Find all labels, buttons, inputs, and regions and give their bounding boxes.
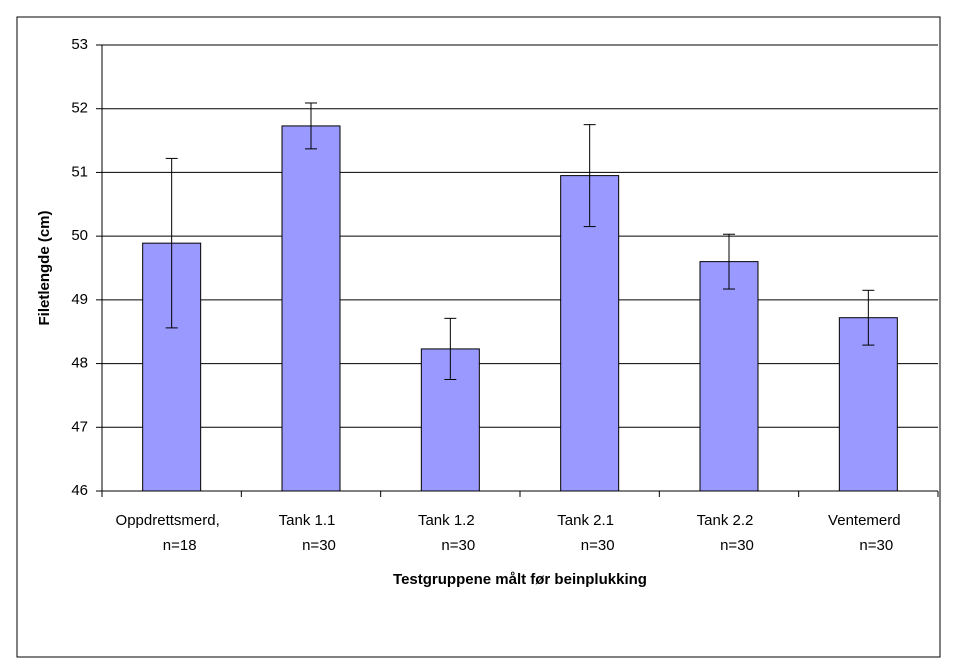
y-tick-label: 49 bbox=[71, 291, 88, 308]
bar bbox=[281, 125, 341, 492]
error-bar bbox=[583, 124, 596, 228]
x-tick-label: Oppdrettsmerd, bbox=[116, 512, 220, 529]
error-bar bbox=[305, 102, 317, 150]
error-bar bbox=[444, 317, 457, 380]
y-tick-label: 47 bbox=[71, 418, 88, 435]
x-tick-label: n=18 bbox=[163, 537, 197, 554]
bar bbox=[838, 317, 898, 492]
error-bar bbox=[723, 233, 735, 290]
error-bar bbox=[165, 157, 178, 329]
x-tick-label: n=30 bbox=[441, 537, 475, 554]
x-tick-label: Tank 2.1 bbox=[557, 512, 614, 529]
x-tick-label: Ventemerd bbox=[828, 512, 901, 529]
x-tick-label: n=30 bbox=[859, 537, 893, 554]
y-tick-label: 48 bbox=[71, 355, 88, 372]
x-tick-label: Tank 1.2 bbox=[418, 512, 475, 529]
x-tick-label: n=30 bbox=[302, 537, 336, 554]
y-tick-label: 50 bbox=[71, 227, 88, 244]
error-bar bbox=[862, 289, 875, 346]
y-tick-label: 46 bbox=[71, 482, 88, 499]
x-tick-label: n=30 bbox=[581, 537, 615, 554]
x-tick-label: Tank 1.1 bbox=[279, 512, 336, 529]
x-tick-label: n=30 bbox=[720, 537, 754, 554]
x-axis-title: Testgruppene målt før beinplukking bbox=[393, 571, 647, 588]
y-tick-label: 52 bbox=[71, 100, 88, 117]
y-tick-label: 51 bbox=[71, 163, 88, 180]
bar bbox=[699, 261, 759, 492]
bar bbox=[560, 175, 620, 492]
y-tick-label: 53 bbox=[71, 36, 88, 53]
x-tick-label: Tank 2.2 bbox=[697, 512, 754, 529]
y-axis-title: Filetlengde (cm) bbox=[36, 210, 53, 325]
